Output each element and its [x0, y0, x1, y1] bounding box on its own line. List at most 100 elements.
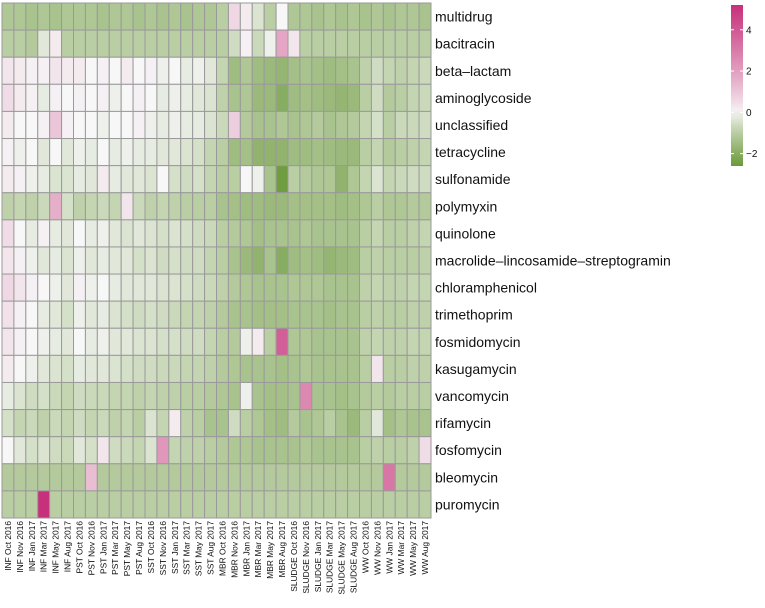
heatmap-cell	[418, 56, 432, 85]
heatmap-cell	[347, 381, 360, 411]
heatmap-cell	[382, 192, 396, 221]
heatmap-cell	[382, 110, 396, 140]
heatmap-cell	[37, 56, 51, 85]
heatmap-cell	[144, 381, 158, 411]
heatmap-cell	[25, 219, 39, 248]
heatmap-cell	[287, 165, 301, 194]
heatmap-cell	[132, 490, 146, 519]
heatmap-cell	[359, 56, 372, 85]
heatmap-cell	[156, 300, 170, 329]
heatmap-cell	[156, 192, 170, 221]
heatmap-cell	[323, 463, 337, 492]
heatmap-cell	[370, 246, 384, 275]
heatmap-cell	[13, 490, 27, 519]
heatmap-cell	[192, 246, 206, 275]
heatmap-cell	[406, 490, 420, 519]
heatmap-cell	[299, 273, 313, 302]
heatmap-cell	[227, 29, 241, 58]
heatmap-cell	[370, 165, 384, 194]
heatmap-cell	[168, 327, 182, 356]
heatmap-cell	[239, 354, 253, 383]
heatmap-cell	[251, 192, 265, 221]
heatmap-cell	[144, 246, 158, 275]
heatmap-cell	[275, 83, 289, 112]
heatmap-cell	[204, 192, 218, 221]
heatmap-cell	[156, 83, 170, 112]
heatmap-cell	[263, 192, 277, 221]
heatmap-cell	[394, 300, 408, 329]
heatmap-cell	[132, 2, 146, 31]
heatmap-cell	[168, 219, 182, 248]
column-label: PST Nov 2016	[86, 521, 96, 576]
heatmap-cell	[323, 354, 337, 383]
heatmap-cell	[25, 56, 39, 85]
heatmap-cell	[418, 192, 432, 221]
heatmap-cell	[1, 273, 15, 302]
heatmap-cell	[418, 327, 432, 356]
heatmap-cell	[323, 2, 337, 31]
heatmap-cell	[61, 138, 75, 167]
heatmap-cell	[418, 246, 432, 275]
heatmap-cell	[359, 273, 372, 302]
heatmap-cell	[359, 463, 372, 492]
heatmap-cell	[156, 165, 170, 194]
heatmap-cell	[227, 300, 241, 329]
heatmap-cell	[204, 29, 218, 58]
heatmap-cell	[180, 219, 194, 248]
heatmap-cell	[132, 138, 146, 167]
heatmap-cell	[382, 436, 396, 465]
heatmap-cell	[263, 463, 277, 492]
column-label: WW Oct 2016	[360, 521, 370, 573]
heatmap-cell	[216, 436, 229, 465]
heatmap-cell	[180, 2, 194, 31]
heatmap-cell	[275, 463, 289, 492]
row-label: beta–lactam	[435, 63, 511, 79]
heatmap-cell	[25, 409, 39, 438]
heatmap-cell	[13, 219, 27, 248]
heatmap-cell	[227, 56, 241, 85]
heatmap-cell	[132, 463, 146, 492]
heatmap-cell	[168, 354, 182, 383]
heatmap-cell	[335, 165, 349, 194]
heatmap-cell	[347, 29, 360, 58]
heatmap-cell	[156, 327, 170, 356]
heatmap-cell	[73, 138, 86, 167]
heatmap-cell	[287, 83, 301, 112]
heatmap-cell	[37, 2, 51, 31]
heatmap-cell	[120, 110, 134, 140]
heatmap-cell	[120, 29, 134, 58]
heatmap-cell	[406, 409, 420, 438]
heatmap-cell	[49, 381, 63, 411]
heatmap-cell	[84, 490, 98, 519]
heatmap-cell	[96, 300, 110, 329]
heatmap-cell	[192, 273, 206, 302]
heatmap-cell	[13, 409, 27, 438]
heatmap-cell	[394, 463, 408, 492]
heatmap-cell	[275, 110, 289, 140]
heatmap-cell	[216, 381, 229, 411]
column-label: PST Mar 2017	[110, 521, 120, 575]
heatmap-cell	[335, 463, 349, 492]
heatmap-cell	[37, 138, 51, 167]
color-legend-label: 0	[746, 108, 752, 119]
heatmap-cell	[156, 436, 170, 465]
row-label: polymyxin	[435, 198, 497, 214]
heatmap-cell	[180, 192, 194, 221]
heatmap-cell	[96, 273, 110, 302]
heatmap-cell	[263, 165, 277, 194]
heatmap-cell	[132, 29, 146, 58]
heatmap-cell	[1, 219, 15, 248]
heatmap-cell	[168, 490, 182, 519]
column-label: SLUDGE Jan 2017	[313, 521, 323, 593]
heatmap-cell	[73, 192, 86, 221]
heatmap-cell	[120, 436, 134, 465]
heatmap-cell	[418, 29, 432, 58]
heatmap-cell	[156, 381, 170, 411]
heatmap-cell	[61, 327, 75, 356]
heatmap-cell	[192, 110, 206, 140]
heatmap-cell	[204, 273, 218, 302]
heatmap-cell	[61, 246, 75, 275]
heatmap-cell	[216, 138, 229, 167]
heatmap-cell	[49, 2, 63, 31]
heatmap-cell	[227, 354, 241, 383]
